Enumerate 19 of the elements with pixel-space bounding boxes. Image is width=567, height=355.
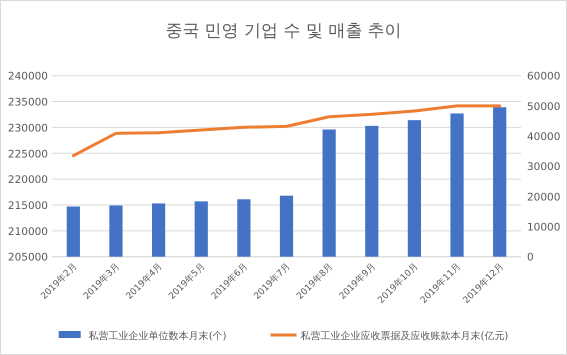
y-tick-label: 215000 — [8, 200, 48, 212]
y-tick-label: 240000 — [8, 70, 48, 83]
legend-label: 私营工业企业单位数本月末(个) — [88, 330, 227, 342]
y2-tick-label: 20000 — [527, 191, 560, 204]
y-tick-label: 230000 — [8, 122, 48, 134]
line-series — [72, 104, 502, 158]
legend-label: 私营工业企业应收票据及应收账款本月末(亿元) — [300, 330, 508, 342]
chart-title: 중국 민영 기업 수 및 매출 추이 — [165, 21, 402, 41]
y-tick-label: 210000 — [8, 226, 48, 238]
y-tick-label: 225000 — [8, 148, 48, 160]
y2-tick-label: 60000 — [527, 70, 560, 83]
y-tick-label: 235000 — [8, 96, 48, 109]
y-tick-label: 205000 — [8, 252, 48, 264]
y2-tick-label: 30000 — [527, 161, 560, 174]
y2-tick-label: 40000 — [527, 131, 560, 144]
y2-tick-label: 0 — [527, 252, 534, 264]
y2-tick-label: 10000 — [527, 222, 560, 234]
y2-tick-label: 50000 — [527, 100, 560, 113]
y-tick-label: 220000 — [8, 174, 48, 186]
